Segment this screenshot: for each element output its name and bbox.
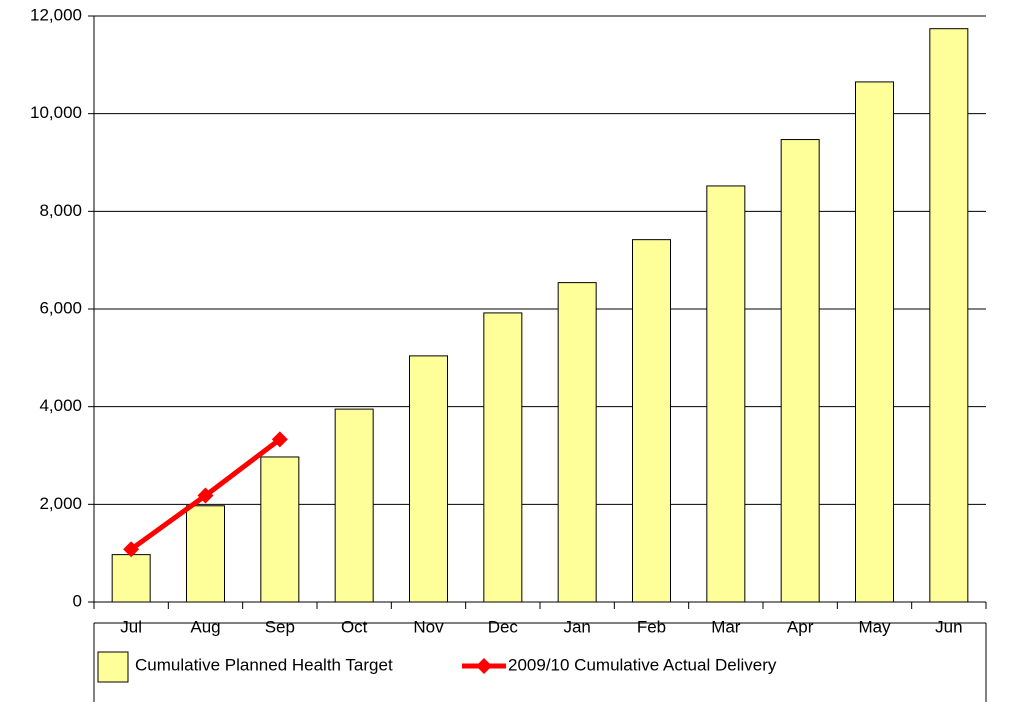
- bar: [855, 81, 894, 603]
- x-tick-label: Jan: [563, 617, 590, 636]
- y-tick-label: 4,000: [39, 396, 82, 415]
- x-tick-label: Dec: [488, 617, 519, 636]
- y-tick-label: 8,000: [39, 201, 82, 220]
- y-tick-label: 2,000: [39, 494, 82, 513]
- y-tick-label: 0: [73, 591, 82, 610]
- x-tick-label: Feb: [637, 617, 666, 636]
- x-tick-label: Jul: [120, 617, 142, 636]
- bar: [706, 185, 746, 603]
- x-tick-label: Oct: [341, 617, 368, 636]
- x-tick-label: May: [858, 617, 891, 636]
- x-tick-label: Aug: [190, 617, 220, 636]
- x-tick-label: Jun: [935, 617, 962, 636]
- legend-label: 2009/10 Cumulative Actual Delivery: [508, 655, 777, 674]
- line-marker: [123, 541, 140, 558]
- y-tick-label: 10,000: [30, 103, 82, 122]
- y-tick-label: 6,000: [39, 298, 82, 317]
- x-tick-label: Mar: [711, 617, 741, 636]
- bar: [409, 355, 448, 603]
- legend-swatch: [97, 651, 129, 683]
- bar: [186, 505, 225, 603]
- y-tick-label: 12,000: [30, 5, 82, 24]
- bar: [260, 456, 300, 603]
- bar: [557, 282, 597, 603]
- x-tick-label: Sep: [265, 617, 295, 636]
- bar: [483, 312, 523, 603]
- bar: [111, 554, 151, 603]
- legend-swatch: [476, 658, 492, 674]
- legend-label: Cumulative Planned Health Target: [135, 655, 393, 674]
- bar: [632, 239, 671, 603]
- bar: [929, 28, 969, 603]
- line-marker: [271, 431, 288, 448]
- bar: [334, 408, 374, 603]
- x-tick-label: Apr: [787, 617, 814, 636]
- line-marker: [197, 487, 214, 504]
- bar: [780, 139, 820, 603]
- x-tick-label: Nov: [413, 617, 444, 636]
